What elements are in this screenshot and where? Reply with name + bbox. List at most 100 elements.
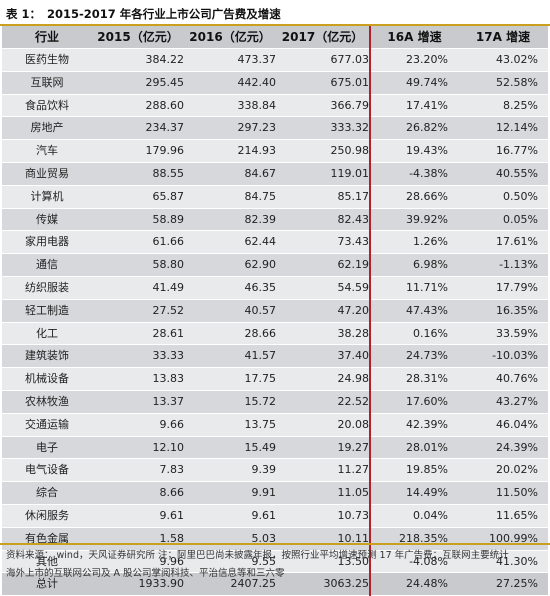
value-2016-cell: 84.75: [184, 185, 276, 209]
value-2015-cell: 8.66: [92, 481, 184, 505]
value-2017-cell: 85.17: [276, 185, 371, 209]
value-2017-cell: 250.98: [276, 139, 371, 163]
industry-cell: 电子: [2, 436, 92, 460]
growth-16a-cell: 6.98%: [370, 253, 458, 277]
industry-cell: 计算机: [2, 185, 92, 209]
growth-16a-cell: 47.43%: [370, 299, 458, 323]
value-2015-cell: 58.89: [92, 208, 184, 232]
growth-17a-cell: 24.39%: [458, 436, 548, 460]
table-row: 商业贸易 88.55 84.67 119.01 -4.38% 40.55%: [2, 162, 548, 186]
growth-17a-cell: 20.02%: [458, 458, 548, 483]
growth-16a-cell: 0.04%: [370, 504, 458, 528]
table-caption: 2015-2017 年各行业上市公司广告费及增速: [47, 7, 281, 21]
col-header-2016: 2016（亿元）: [184, 26, 276, 49]
value-2015-cell: 61.66: [92, 230, 184, 255]
industry-cell: 电气设备: [2, 458, 92, 483]
growth-17a-cell: -1.13%: [458, 253, 548, 277]
value-2015-cell: 65.87: [92, 185, 184, 209]
value-2015-cell: 27.52: [92, 299, 184, 323]
value-2015-cell: 33.33: [92, 344, 184, 369]
value-2016-cell: 473.37: [184, 48, 276, 72]
top-rule: [0, 24, 550, 26]
growth-17a-cell: 0.50%: [458, 185, 548, 209]
growth-16a-cell: 28.31%: [370, 367, 458, 391]
value-2016-cell: 84.67: [184, 162, 276, 186]
value-2015-cell: 13.83: [92, 367, 184, 391]
growth-17a-cell: 16.35%: [458, 299, 548, 323]
header-row: 行业 2015（亿元） 2016（亿元） 2017（亿元） 16A 增速 17A…: [2, 26, 548, 49]
growth-16a-cell: 39.92%: [370, 208, 458, 232]
growth-17a-cell: 43.27%: [458, 390, 548, 414]
growth-16a-cell: 14.49%: [370, 481, 458, 505]
value-2017-cell: 11.05: [276, 481, 371, 505]
table-row: 房地产 234.37 297.23 333.32 26.82% 12.14%: [2, 116, 548, 141]
value-2016-cell: 28.66: [184, 322, 276, 346]
value-2017-cell: 677.03: [276, 48, 371, 72]
industry-cell: 房地产: [2, 116, 92, 141]
industry-cell: 轻工制造: [2, 299, 92, 323]
industry-cell: 传媒: [2, 208, 92, 232]
growth-16a-cell: 17.41%: [370, 94, 458, 118]
industry-cell: 建筑装饰: [2, 344, 92, 369]
growth-16a-cell: -4.08%: [370, 550, 458, 574]
value-2016-cell: 46.35: [184, 276, 276, 300]
growth-17a-cell: 11.50%: [458, 481, 548, 505]
value-2015-cell: 288.60: [92, 94, 184, 118]
growth-17a-cell: 43.02%: [458, 48, 548, 72]
value-2017-cell: 73.43: [276, 230, 371, 255]
industry-cell: 汽车: [2, 139, 92, 163]
growth-17a-cell: 52.58%: [458, 71, 548, 95]
table-row: 轻工制造 27.52 40.57 47.20 47.43% 16.35%: [2, 299, 548, 323]
industry-cell: 互联网: [2, 71, 92, 95]
industry-cell: 机械设备: [2, 367, 92, 391]
growth-17a-cell: 46.04%: [458, 413, 548, 437]
table-row: 汽车 179.96 214.93 250.98 19.43% 16.77%: [2, 139, 548, 163]
col-header-2017: 2017（亿元）: [276, 26, 371, 49]
value-2015-cell: 12.10: [92, 436, 184, 460]
growth-16a-cell: 0.16%: [370, 322, 458, 346]
value-2016-cell: 15.49: [184, 436, 276, 460]
industry-cell: 通信: [2, 253, 92, 277]
table-row: 电气设备 7.83 9.39 11.27 19.85% 20.02%: [2, 458, 548, 483]
table-row: 综合 8.66 9.91 11.05 14.49% 11.50%: [2, 481, 548, 505]
growth-16a-cell: 49.74%: [370, 71, 458, 95]
value-2017-cell: 366.79: [276, 94, 371, 118]
table-row: 计算机 65.87 84.75 85.17 28.66% 0.50%: [2, 185, 548, 209]
industry-cell: 医药生物: [2, 48, 92, 72]
advertising-expense-table: 行业 2015（亿元） 2016（亿元） 2017（亿元） 16A 增速 17A…: [2, 26, 548, 596]
value-2016-cell: 82.39: [184, 208, 276, 232]
value-2015-cell: 234.37: [92, 116, 184, 141]
value-2017-cell: 37.40: [276, 344, 371, 369]
industry-cell: 化工: [2, 322, 92, 346]
industry-cell: 农林牧渔: [2, 390, 92, 414]
industry-cell: 纺织服装: [2, 276, 92, 300]
growth-17a-cell: 40.55%: [458, 162, 548, 186]
value-2017-cell: 22.52: [276, 390, 371, 414]
industry-cell: 交通运输: [2, 413, 92, 437]
table-row: 家用电器 61.66 62.44 73.43 1.26% 17.61%: [2, 230, 548, 255]
value-2016-cell: 62.44: [184, 230, 276, 255]
value-2017-cell: 675.01: [276, 71, 371, 95]
table-row: 医药生物 384.22 473.37 677.03 23.20% 43.02%: [2, 48, 548, 72]
table-row: 机械设备 13.83 17.75 24.98 28.31% 40.76%: [2, 367, 548, 391]
growth-16a-cell: 26.82%: [370, 116, 458, 141]
source-note-line-2: 海外上市的互联网公司及 A 股公司掌阅科技、平治信息等和三六零: [6, 568, 285, 579]
value-2016-cell: 9.91: [184, 481, 276, 505]
table-title: 表 1： 2015-2017 年各行业上市公司广告费及增速: [6, 4, 281, 24]
value-2016-cell: 9.61: [184, 504, 276, 528]
industry-cell: 家用电器: [2, 230, 92, 255]
value-2016-cell: 41.57: [184, 344, 276, 369]
col-header-industry: 行业: [2, 26, 92, 49]
growth-17a-cell: 33.59%: [458, 322, 548, 346]
growth-17a-cell: 41.30%: [458, 550, 548, 574]
industry-cell: 其他: [2, 550, 92, 574]
col-header-2015: 2015（亿元）: [92, 26, 184, 49]
table-row: 农林牧渔 13.37 15.72 22.52 17.60% 43.27%: [2, 390, 548, 414]
growth-17a-cell: 0.05%: [458, 208, 548, 232]
table-row: 传媒 58.89 82.39 82.43 39.92% 0.05%: [2, 208, 548, 232]
industry-cell: 休闲服务: [2, 504, 92, 528]
growth-17a-cell: 11.65%: [458, 504, 548, 528]
growth-16a-cell: 19.43%: [370, 139, 458, 163]
value-2017-cell: 24.98: [276, 367, 371, 391]
value-2017-cell: 62.19: [276, 253, 371, 277]
